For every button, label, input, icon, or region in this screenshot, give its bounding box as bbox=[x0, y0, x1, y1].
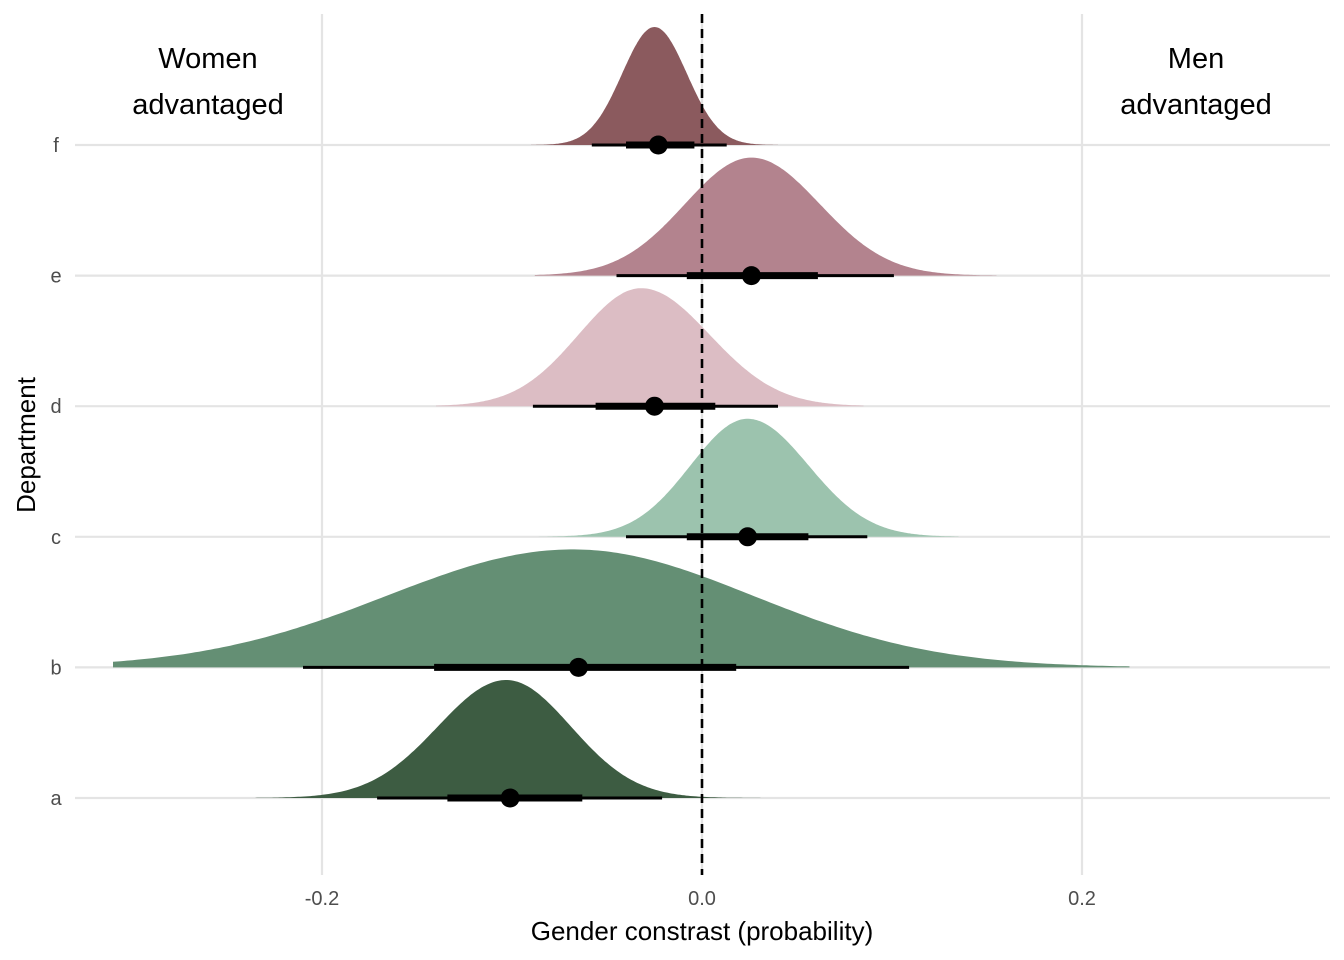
y-tick-label-b: b bbox=[50, 657, 61, 679]
y-tick-label-c: c bbox=[51, 527, 61, 549]
y-tick-label-f: f bbox=[53, 135, 59, 157]
point-estimate-a bbox=[500, 788, 520, 808]
point-estimate-f bbox=[648, 135, 668, 155]
density-a bbox=[255, 680, 784, 798]
density-d bbox=[436, 288, 864, 407]
density-f bbox=[531, 27, 778, 145]
annotation-women-line-1: Women bbox=[158, 43, 257, 75]
x-tick-label: 0.2 bbox=[1068, 888, 1096, 910]
y-axis-title: Department bbox=[11, 376, 41, 513]
point-estimate-c bbox=[738, 527, 758, 547]
annotations: Women advantaged Men advantaged bbox=[132, 43, 1272, 121]
annotation-men-line-2: advantaged bbox=[1120, 89, 1272, 121]
y-tick-labels: a b c d e f bbox=[50, 135, 62, 810]
y-tick-label-e: e bbox=[50, 266, 61, 288]
interval-layer bbox=[303, 135, 910, 808]
y-tick-label-d: d bbox=[50, 396, 61, 418]
density-layer bbox=[113, 27, 1130, 798]
x-tick-label: -0.2 bbox=[305, 888, 339, 910]
point-estimate-b bbox=[569, 657, 588, 677]
density-e bbox=[534, 157, 997, 276]
density-c bbox=[521, 418, 959, 537]
annotation-women-line-2: advantaged bbox=[132, 89, 284, 121]
point-estimate-d bbox=[645, 396, 664, 416]
density-b bbox=[113, 549, 1130, 668]
annotation-men-line-1: Men bbox=[1168, 43, 1224, 75]
point-estimate-e bbox=[741, 266, 761, 286]
x-tick-labels: -0.2 0.0 0.2 bbox=[305, 888, 1096, 910]
x-tick-label: 0.0 bbox=[688, 888, 716, 910]
x-axis-title: Gender constrast (probability) bbox=[531, 916, 873, 946]
y-tick-label-a: a bbox=[50, 788, 62, 810]
